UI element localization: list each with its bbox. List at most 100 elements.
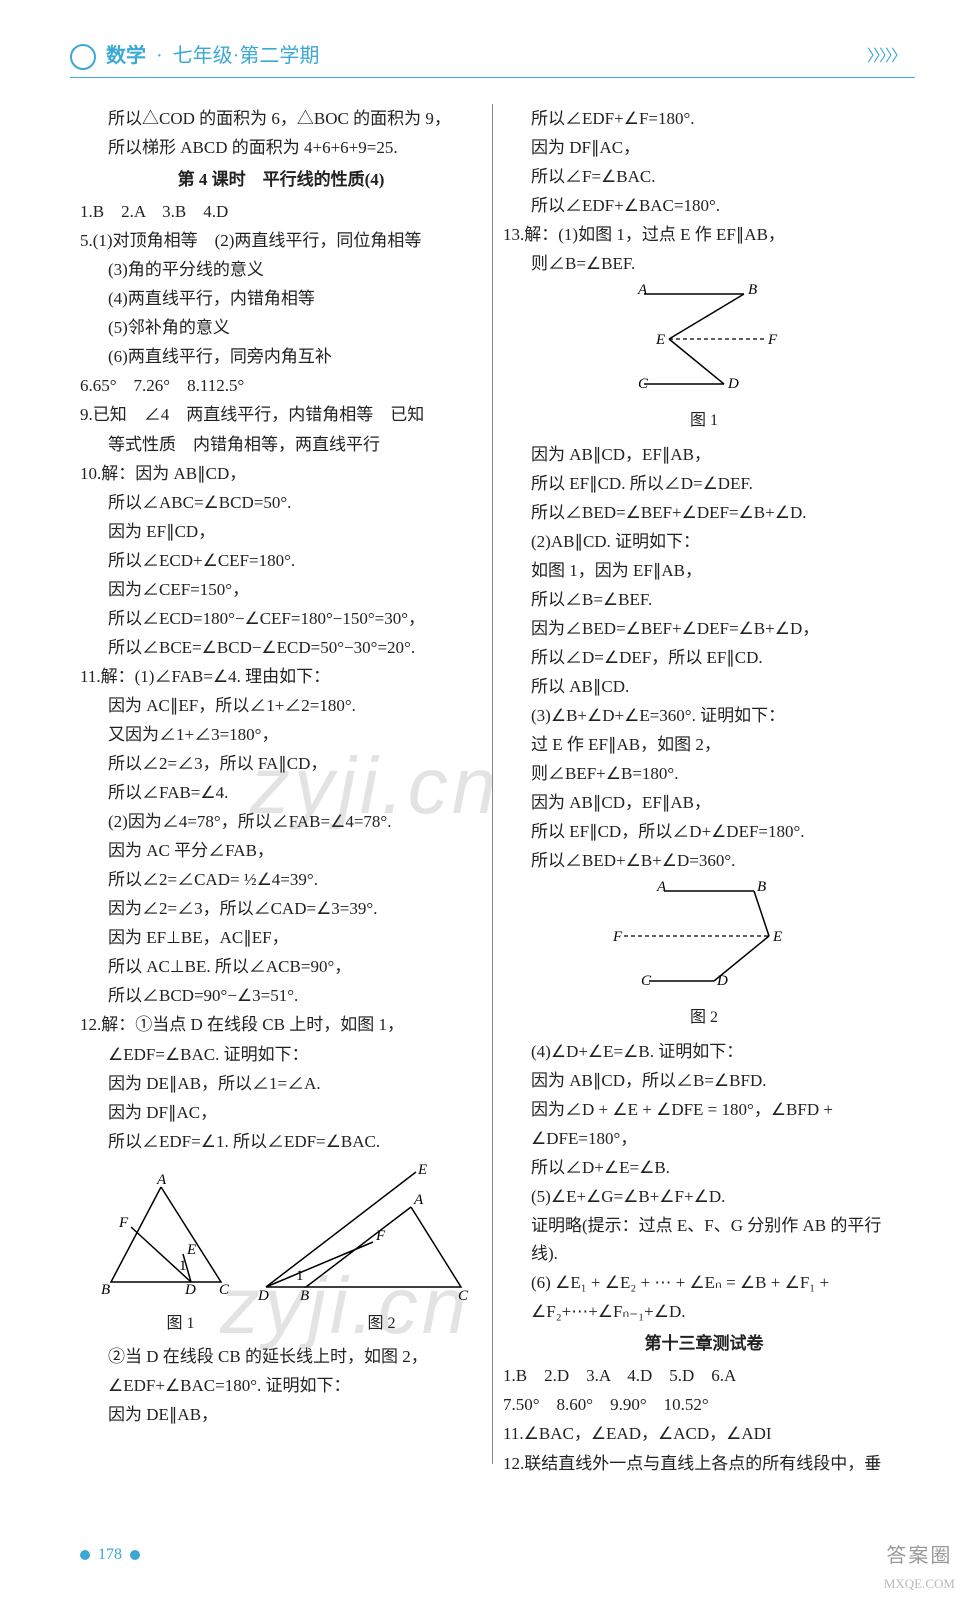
svg-text:B: B [748,284,757,298]
svg-text:D: D [184,1282,196,1298]
text-line: 1.B 2.D 3.A 4.D 5.D 6.A [503,1362,905,1390]
svg-text:E: E [417,1162,427,1178]
svg-text:B: B [101,1282,110,1298]
page-number: 178 [80,1542,140,1568]
text-line: 则∠BEF+∠B=180°. [503,760,905,788]
section-title: 第 4 课时 平行线的性质(4) [80,166,482,194]
header-grade: 七年级·第二学期 [173,40,320,73]
figure-caption: 图 1 [166,1311,194,1337]
header-divider [70,77,915,78]
text-line: 所以∠EDF+∠BAC=180°. [503,192,905,220]
text-line: 7.50° 8.60° 9.90° 10.52° [503,1391,905,1419]
text-line: 9.已知 ∠4 两直线平行，内错角相等 已知 [80,401,482,429]
text-line: 所以∠ECD+∠CEF=180°. [80,547,482,575]
text-line: 因为 DE∥AB， [80,1401,482,1429]
footer-badge: 答案圈 MXQE.COM [884,1540,955,1594]
text-line: 过 E 作 EF∥AB，如图 2， [503,731,905,759]
header-arrows-icon: 〉〉〉〉〉 [867,44,905,70]
text-line: ∠EDF+∠BAC=180°. 证明如下： [80,1372,482,1400]
page-number-value: 178 [98,1542,122,1568]
svg-text:A: A [413,1192,424,1208]
header-subject: 数学 [106,40,146,73]
text-line: 所以∠D=∠DEF，所以 EF∥CD. [503,644,905,672]
text-line: 所以∠B=∠BEF. [503,586,905,614]
text-line: 又因为∠1+∠3=180°， [80,721,482,749]
text-line: 所以∠EDF=∠1. 所以∠EDF=∠BAC. [80,1128,482,1156]
text-line: ∠F₂+⋯+∠Fₙ₋₁+∠D. [503,1298,905,1326]
text-line: (5)邻补角的意义 [80,314,482,342]
text-line: 所以∠FAB=∠4. [80,779,482,807]
svg-text:C: C [638,376,649,392]
text-line: 13.解：(1)如图 1，过点 E 作 EF∥AB， [503,221,905,249]
footer-label: 答案圈 [886,1540,952,1573]
svg-text:D: D [716,973,728,989]
geometry-diagram-r1: AB CD EF [614,284,794,399]
text-line: 所以∠BCE=∠BCD−∠ECD=50°−30°=20°. [80,634,482,662]
footer-url: MXQE.COM [884,1573,955,1594]
text-line: 所以∠ABC=∠BCD=50°. [80,489,482,517]
right-column: 所以∠EDF+∠F=180°. 因为 DF∥AC， 所以∠F=∠BAC. 所以∠… [493,104,915,1464]
svg-text:E: E [772,929,782,945]
svg-text:1: 1 [179,1258,187,1274]
text-line: 因为 AC 平分∠FAB， [80,837,482,865]
text-line: 所以∠BCD=90°−∠3=51°. [80,982,482,1010]
figure-caption: 图 2 [367,1311,395,1337]
text-line: 所以∠BED=∠BEF+∠DEF=∠B+∠D. [503,499,905,527]
text-line: 证明略(提示：过点 E、F、G 分别作 AB 的平行线). [503,1212,905,1268]
svg-text:F: F [375,1228,386,1244]
text-line: 所以∠EDF+∠F=180°. [503,105,905,133]
svg-text:C: C [458,1288,469,1302]
figure-caption: 图 2 [503,1005,905,1031]
text-line: 所以∠F=∠BAC. [503,163,905,191]
right-figure-1: AB CD EF 图 1 [503,284,905,434]
text-line: 10.解：因为 AB∥CD， [80,460,482,488]
section-title: 第十三章测试卷 [503,1330,905,1358]
svg-text:D: D [257,1288,269,1302]
text-line: 因为 EF⊥BE，AC∥EF， [80,924,482,952]
text-line: ②当 D 在线段 CB 的延长线上时，如图 2， [80,1343,482,1371]
text-line: 所以梯形 ABCD 的面积为 4+6+6+9=25. [80,134,482,162]
svg-text:F: F [612,929,623,945]
text-line: 所以∠2=∠CAD= ½∠4=39°. [80,866,482,894]
text-line: 因为 AB∥CD，EF∥AB， [503,441,905,469]
text-line: (3)角的平分线的意义 [80,256,482,284]
page: 数学 · 七年级·第二学期 〉〉〉〉〉 所以△COD 的面积为 6，△BOC 的… [0,0,975,1600]
text-line: 所以∠D+∠E=∠B. [503,1154,905,1182]
svg-text:F: F [118,1215,129,1231]
page-header: 数学 · 七年级·第二学期 〉〉〉〉〉 [70,40,915,90]
text-line: 11.解：(1)∠FAB=∠4. 理由如下： [80,663,482,691]
svg-text:F: F [767,332,778,348]
text-line: 6.65° 7.26° 8.112.5° [80,372,482,400]
text-line: 1.B 2.A 3.B 4.D [80,198,482,226]
header-bar: 数学 · 七年级·第二学期 [70,40,915,73]
figure-caption: 图 1 [503,408,905,434]
text-line: 所以 EF∥CD. 所以∠D=∠DEF. [503,470,905,498]
text-line: ∠DFE=180°， [503,1125,905,1153]
svg-text:C: C [219,1282,230,1298]
text-line: 因为∠D + ∠E + ∠DFE = 180°，∠BFD + [503,1096,905,1124]
svg-text:B: B [300,1288,309,1302]
svg-text:1: 1 [296,1268,304,1284]
text-line: (6) ∠E₁ + ∠E₂ + ⋯ + ∠Eₙ = ∠B + ∠F₁ + [503,1269,905,1297]
text-line: 因为 AC∥EF，所以∠1+∠2=180°. [80,692,482,720]
right-figure-2: AB CD EF 图 2 [503,881,905,1031]
text-line: (4)∠D+∠E=∠B. 证明如下： [503,1038,905,1066]
text-line: 所以 AB∥CD. [503,673,905,701]
svg-text:E: E [655,332,665,348]
text-line: 因为 EF∥CD， [80,518,482,546]
header-circle-icon [70,44,96,70]
svg-text:C: C [641,973,652,989]
geometry-diagram-r2: AB CD EF [609,881,799,996]
text-line: 11.∠BAC，∠EAD，∠ACD，∠ADI [503,1420,905,1448]
content-columns: 所以△COD 的面积为 6，△BOC 的面积为 9， 所以梯形 ABCD 的面积… [70,104,915,1464]
text-line: 所以∠ECD=180°−∠CEF=180°−150°=30°， [80,605,482,633]
svg-text:B: B [757,881,766,895]
text-line: 12.解：①当点 D 在线段 CB 上时，如图 1， [80,1011,482,1039]
text-line: 因为 DF∥AC， [80,1099,482,1127]
text-line: ∠EDF=∠BAC. 证明如下： [80,1041,482,1069]
svg-text:D: D [727,376,739,392]
text-line: 所以△COD 的面积为 6，△BOC 的面积为 9， [80,105,482,133]
text-line: 等式性质 内错角相等，两直线平行 [80,431,482,459]
text-line: (5)∠E+∠G=∠B+∠F+∠D. [503,1183,905,1211]
text-line: 因为 DE∥AB，所以∠1=∠A. [80,1070,482,1098]
